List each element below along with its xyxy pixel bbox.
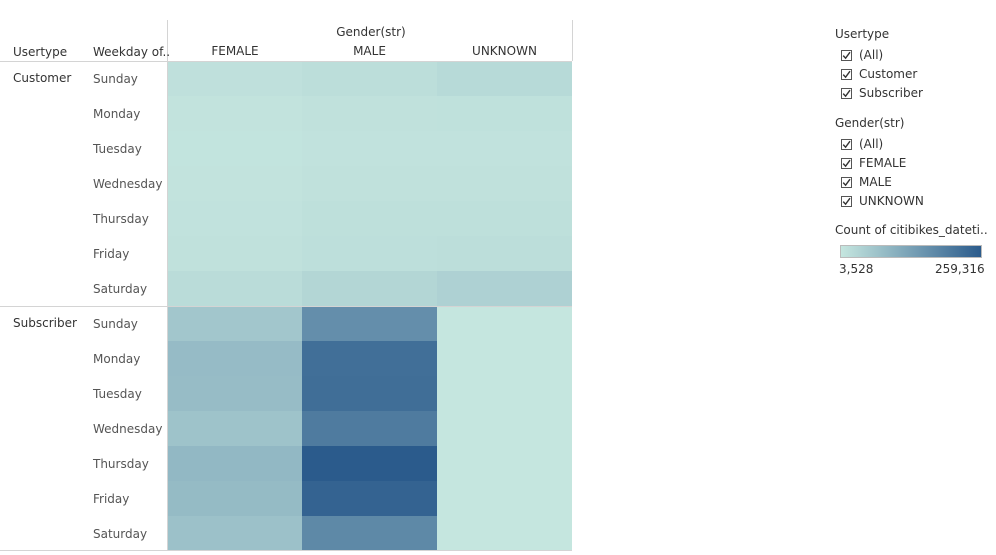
row-label-customer-thursday: Thursday: [93, 212, 149, 226]
heatmap-cell-customer-saturday-unknown[interactable]: [437, 271, 572, 306]
heatmap-cell-customer-thursday-male[interactable]: [302, 201, 437, 236]
row-label-subscriber-thursday: Thursday: [93, 457, 149, 471]
heatmap-cell-customer-thursday-female[interactable]: [168, 201, 302, 236]
heatmap-cell-subscriber-sunday-male[interactable]: [302, 306, 437, 341]
checkbox-checked-icon[interactable]: [841, 195, 852, 207]
heatmap-cell-customer-wednesday-female[interactable]: [168, 166, 302, 201]
filter-item-genderstr-unknown[interactable]: UNKNOWN: [841, 193, 924, 209]
color-legend-min: 3,528: [839, 262, 874, 276]
column-header-unknown: UNKNOWN: [472, 44, 537, 58]
filter-item-genderstr-male[interactable]: MALE: [841, 174, 892, 190]
heatmap-cell-customer-friday-male[interactable]: [302, 236, 437, 271]
color-legend-max: 259,316: [935, 262, 985, 276]
heatmap-cell-customer-tuesday-unknown[interactable]: [437, 131, 572, 166]
row-label-subscriber-saturday: Saturday: [93, 527, 148, 541]
checkbox-checked-icon[interactable]: [841, 157, 852, 169]
heatmap-cell-customer-wednesday-unknown[interactable]: [437, 166, 572, 201]
heatmap-cell-customer-sunday-unknown[interactable]: [437, 61, 572, 96]
heatmap-cell-subscriber-thursday-unknown[interactable]: [437, 446, 572, 481]
heatmap-cell-customer-monday-female[interactable]: [168, 96, 302, 131]
checkbox-checked-icon[interactable]: [841, 176, 852, 188]
filter-item-label: Customer: [859, 67, 918, 81]
color-legend-bar: [840, 245, 982, 258]
filter-item-label: FEMALE: [859, 156, 907, 170]
checkbox-checked-icon[interactable]: [841, 87, 852, 99]
row-dimension-weekday-title: Weekday of..: [93, 45, 171, 59]
heatmap-cell-customer-friday-female[interactable]: [168, 236, 302, 271]
gender-filter-title: Gender(str): [835, 116, 905, 130]
heatmap-cell-subscriber-thursday-female[interactable]: [168, 446, 302, 481]
checkbox-checked-icon[interactable]: [841, 49, 852, 61]
row-label-subscriber-sunday: Sunday: [93, 317, 138, 331]
heatmap-cell-customer-saturday-male[interactable]: [302, 271, 437, 306]
column-dimension-title: Gender(str): [336, 25, 406, 39]
heatmap-cell-subscriber-sunday-female[interactable]: [168, 306, 302, 341]
heatmap-cell-subscriber-wednesday-unknown[interactable]: [437, 411, 572, 446]
row-label-subscriber-tuesday: Tuesday: [93, 387, 142, 401]
heatmap-cell-subscriber-friday-female[interactable]: [168, 481, 302, 516]
filter-item-label: (All): [859, 48, 884, 62]
checkbox-checked-icon[interactable]: [841, 68, 852, 80]
usertype-filter-title: Usertype: [835, 27, 890, 41]
filter-item-genderstr-all[interactable]: (All): [841, 136, 883, 152]
heatmap-cell-subscriber-saturday-male[interactable]: [302, 516, 437, 551]
heatmap-cell-subscriber-tuesday-female[interactable]: [168, 376, 302, 411]
heatmap-cell-customer-tuesday-male[interactable]: [302, 131, 437, 166]
heatmap-cell-customer-saturday-female[interactable]: [168, 271, 302, 306]
row-label-customer-sunday: Sunday: [93, 72, 138, 86]
heatmap-cell-subscriber-wednesday-female[interactable]: [168, 411, 302, 446]
heatmap-cell-subscriber-monday-female[interactable]: [168, 341, 302, 376]
filter-item-label: UNKNOWN: [859, 194, 924, 208]
heatmap-cell-customer-sunday-female[interactable]: [168, 61, 302, 96]
heatmap-cell-customer-thursday-unknown[interactable]: [437, 201, 572, 236]
row-label-customer-monday: Monday: [93, 107, 141, 121]
heatmap-cell-customer-sunday-male[interactable]: [302, 61, 437, 96]
heatmap-cell-subscriber-sunday-unknown[interactable]: [437, 306, 572, 341]
row-label-subscriber-friday: Friday: [93, 492, 130, 506]
heatmap-cell-subscriber-friday-male[interactable]: [302, 481, 437, 516]
checkbox-checked-icon[interactable]: [841, 138, 852, 150]
heatmap-cell-subscriber-tuesday-male[interactable]: [302, 376, 437, 411]
row-group-label-subscriber: Subscriber: [13, 316, 77, 330]
row-label-customer-friday: Friday: [93, 247, 130, 261]
filter-item-genderstr-female[interactable]: FEMALE: [841, 155, 906, 171]
heatmap-cell-subscriber-saturday-female[interactable]: [168, 516, 302, 551]
filter-item-label: MALE: [859, 175, 892, 189]
filter-item-usertype-customer[interactable]: Customer: [841, 66, 917, 82]
column-header-female: FEMALE: [211, 44, 259, 58]
heatmap-cell-subscriber-wednesday-male[interactable]: [302, 411, 437, 446]
heatmap-cell-customer-wednesday-male[interactable]: [302, 166, 437, 201]
row-label-customer-tuesday: Tuesday: [93, 142, 142, 156]
heatmap-cell-customer-monday-male[interactable]: [302, 96, 437, 131]
row-label-subscriber-wednesday: Wednesday: [93, 422, 163, 436]
filter-item-usertype-subscriber[interactable]: Subscriber: [841, 85, 923, 101]
heatmap-cell-subscriber-saturday-unknown[interactable]: [437, 516, 572, 551]
heatmap-svg: [0, 20, 573, 551]
filter-item-label: Subscriber: [859, 86, 923, 100]
row-group-label-customer: Customer: [13, 71, 72, 85]
heatmap-cell-subscriber-monday-male[interactable]: [302, 341, 437, 376]
heatmap-cell-subscriber-monday-unknown[interactable]: [437, 341, 572, 376]
heatmap-chart: Gender(str) Usertype Weekday of.. FEMALE…: [0, 20, 573, 551]
row-label-subscriber-monday: Monday: [93, 352, 141, 366]
row-dimension-usertype-title: Usertype: [13, 45, 68, 59]
column-header-male: MALE: [353, 44, 386, 58]
filter-item-label: (All): [859, 137, 884, 151]
heatmap-cell-customer-friday-unknown[interactable]: [437, 236, 572, 271]
color-legend-title: Count of citibikes_dateti..: [835, 223, 988, 237]
filter-item-usertype-all[interactable]: (All): [841, 47, 883, 63]
heatmap-cell-customer-monday-unknown[interactable]: [437, 96, 572, 131]
heatmap-cell-customer-tuesday-female[interactable]: [168, 131, 302, 166]
heatmap-cell-subscriber-thursday-male[interactable]: [302, 446, 437, 481]
heatmap-cell-subscriber-friday-unknown[interactable]: [437, 481, 572, 516]
row-label-customer-wednesday: Wednesday: [93, 177, 163, 191]
row-label-customer-saturday: Saturday: [93, 282, 148, 296]
heatmap-cell-subscriber-tuesday-unknown[interactable]: [437, 376, 572, 411]
